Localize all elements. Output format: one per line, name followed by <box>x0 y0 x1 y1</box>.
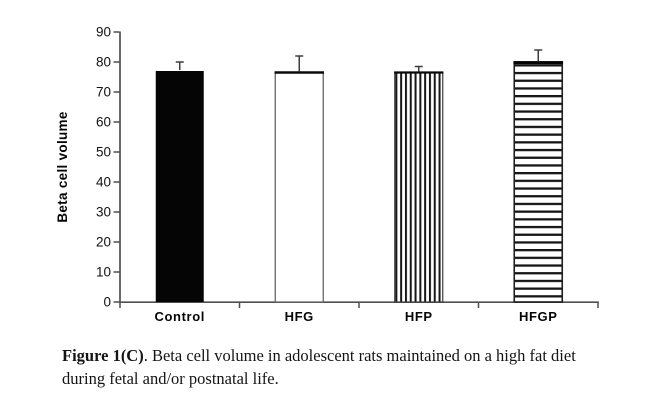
x-category-label: HFGP <box>519 309 558 324</box>
bar-chart: 0 10 20 30 40 50 60 70 80 90 Control HFG HFP HFGP Be… <box>55 25 599 324</box>
x-category-label: HFG <box>285 309 314 324</box>
y-tick-label: 10 <box>96 265 111 280</box>
y-axis-ticks: 0 10 20 30 40 50 60 70 80 90 <box>96 25 120 310</box>
y-tick-label: 90 <box>96 25 111 40</box>
caption-text: . Beta cell volume in adolescent rats ma… <box>62 346 576 389</box>
x-category-label: HFP <box>405 309 433 324</box>
bar-hfgp <box>513 61 564 303</box>
y-tick-label: 70 <box>96 85 111 100</box>
x-category-label: Control <box>155 309 205 324</box>
bar-hfg <box>274 71 324 303</box>
y-tick-label: 60 <box>96 115 111 130</box>
y-tick-label: 50 <box>96 145 111 160</box>
x-axis-labels: Control HFG HFP HFGP <box>155 309 558 324</box>
figure-caption: Figure 1(C). Beta cell volume in adolesc… <box>62 344 602 391</box>
y-axis-label: Beta cell volume <box>55 111 70 223</box>
y-tick-label: 80 <box>96 55 111 70</box>
y-tick-label: 20 <box>96 235 111 250</box>
x-axis-ticks <box>119 302 599 308</box>
y-tick-label: 40 <box>96 175 111 190</box>
caption-figure-label: Figure 1(C) <box>62 346 144 365</box>
bar-control <box>155 71 204 302</box>
y-tick-label: 0 <box>103 295 111 310</box>
y-tick-label: 30 <box>96 205 111 220</box>
bar-hfp <box>394 71 444 303</box>
bars-group <box>155 49 564 303</box>
